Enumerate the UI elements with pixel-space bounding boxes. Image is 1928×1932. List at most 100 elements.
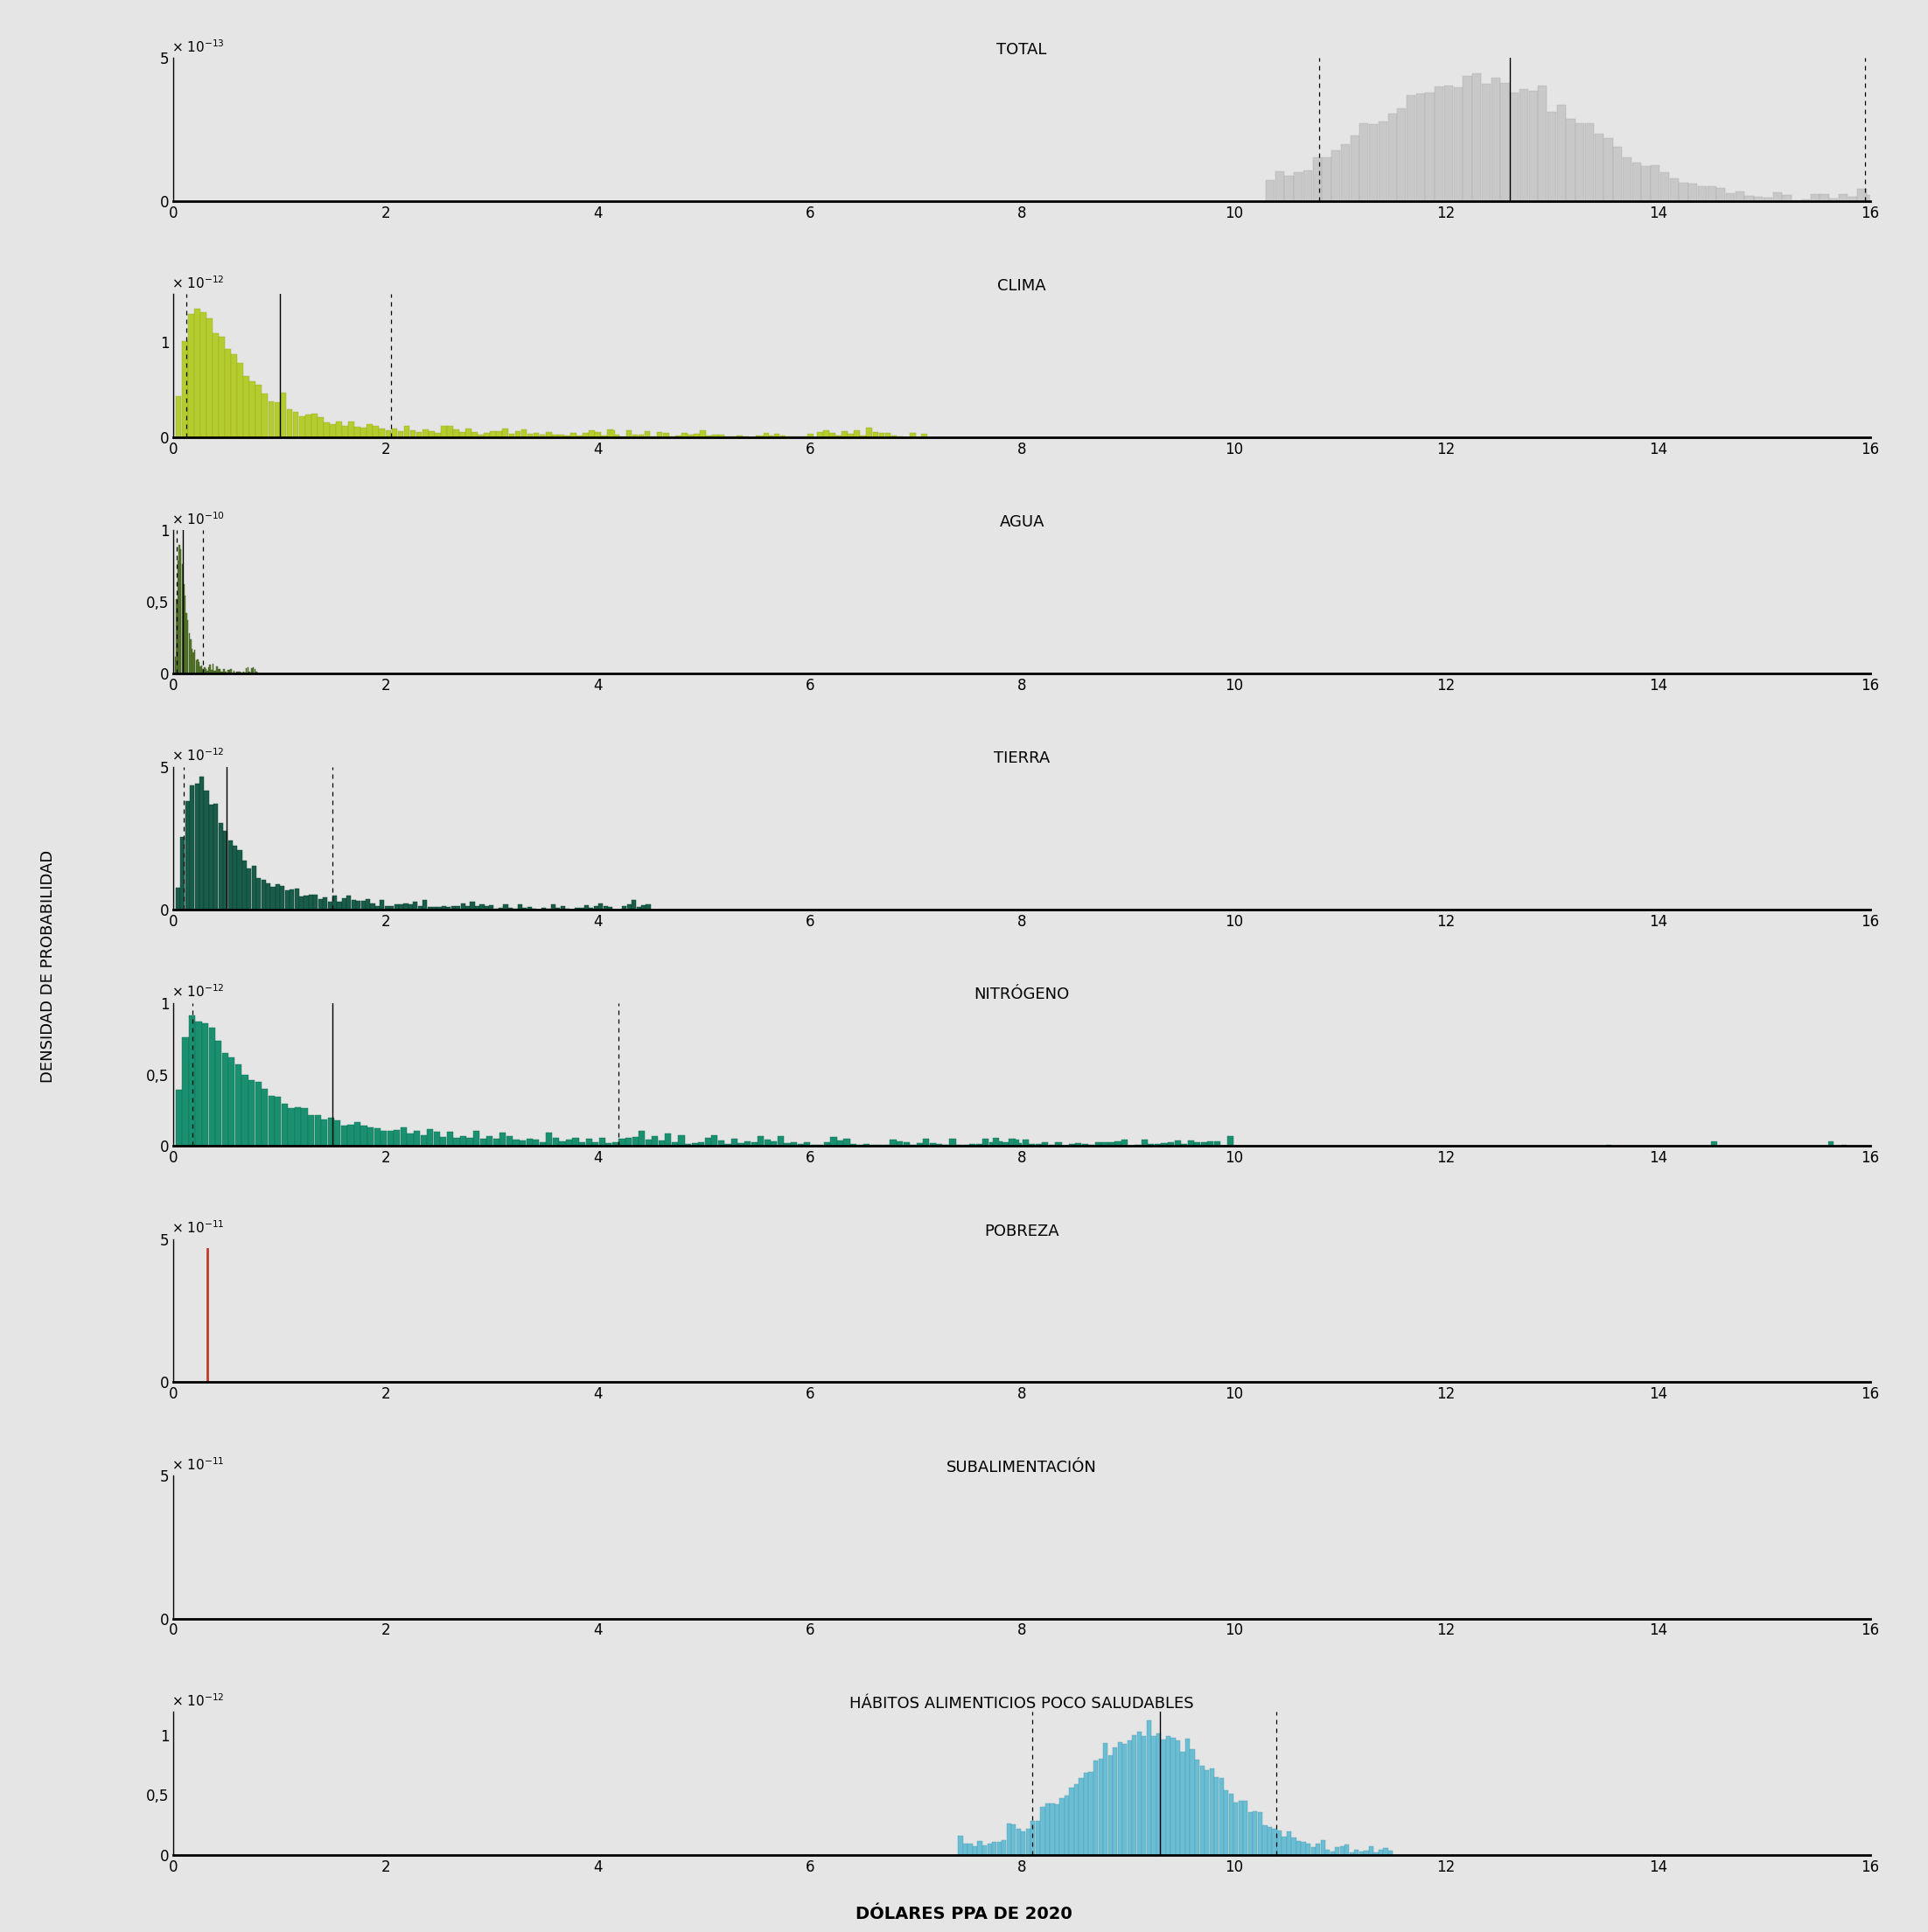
Bar [237,363,243,437]
Bar [902,1142,910,1146]
Bar [447,906,451,910]
Bar [638,1130,646,1146]
Bar [725,1144,731,1146]
Bar [1614,147,1621,201]
Bar [594,906,598,910]
Bar [864,1144,870,1146]
Bar [1174,1142,1180,1146]
Bar [1276,1832,1282,1855]
Bar [1781,195,1791,201]
Bar [216,1041,222,1146]
Bar [465,906,470,910]
Bar [513,1140,519,1146]
Bar [366,425,372,437]
Bar [671,1142,679,1146]
Bar [1228,1136,1234,1146]
Bar [247,867,251,910]
Bar [1089,1772,1093,1855]
Bar [1095,1142,1101,1146]
Bar [393,1130,401,1146]
Bar [310,413,318,437]
Bar [285,891,289,910]
Bar [1068,1144,1074,1146]
Bar [1820,193,1830,201]
Bar [924,1140,929,1146]
Bar [453,429,459,437]
Bar [1076,1144,1082,1146]
Bar [1267,180,1274,201]
Bar [1407,95,1415,201]
Bar [335,421,341,437]
Bar [260,879,266,910]
Bar [557,435,563,437]
Bar [1161,1142,1168,1146]
Bar [844,1140,850,1146]
Bar [181,837,185,910]
Bar [1849,197,1857,201]
Bar [1340,1847,1344,1855]
Bar [185,802,189,910]
Bar [507,1136,513,1146]
Bar [977,1841,981,1855]
Bar [1296,1841,1301,1855]
Bar [1311,1847,1315,1855]
Bar [249,381,256,437]
Bar [679,1136,684,1146]
Bar [540,435,546,437]
Bar [503,904,507,910]
Bar [1866,195,1876,201]
Bar [175,1090,181,1146]
Bar [983,1138,989,1146]
Bar [891,1140,897,1146]
Bar [1350,1853,1353,1855]
Bar [879,433,885,437]
Bar [1132,1735,1138,1855]
Bar [1138,1731,1141,1855]
Bar [420,1136,426,1146]
Bar [201,311,206,437]
Bar [1247,1812,1253,1855]
Bar [459,433,465,437]
Bar [1594,133,1604,201]
Bar [1294,172,1303,201]
Bar [447,1132,453,1146]
Text: $\times$ 10$^{-12}$: $\times$ 10$^{-12}$ [172,274,226,292]
Bar [1168,1142,1174,1146]
Bar [995,1142,1003,1146]
Bar [1735,191,1745,201]
Bar [1857,189,1866,201]
Bar [1340,145,1350,201]
Bar [442,906,445,910]
Bar [386,906,389,910]
Bar [1051,1804,1055,1855]
Bar [1022,1140,1028,1146]
Bar [355,1122,361,1146]
Bar [1330,1851,1334,1855]
Bar [1244,1801,1247,1855]
Bar [559,1142,565,1146]
Bar [281,1103,287,1146]
Bar [885,433,891,437]
Bar [706,1138,711,1146]
Bar [804,1142,810,1146]
Bar [262,394,268,437]
Bar [1415,93,1425,201]
Bar [1679,184,1687,201]
Bar [1031,1822,1035,1855]
Bar [964,1843,968,1855]
Bar [546,433,551,437]
Bar [1008,1138,1016,1146]
Bar [910,433,916,437]
Bar [503,429,509,437]
Bar [1274,172,1284,201]
Bar [1016,1828,1020,1855]
Bar [592,1142,598,1146]
Bar [642,906,646,910]
Bar [472,1130,480,1146]
Bar [758,1136,763,1146]
Bar [322,1119,328,1146]
Bar [484,906,490,910]
Bar [1012,1826,1016,1855]
Bar [609,431,615,437]
Bar [1483,83,1490,201]
